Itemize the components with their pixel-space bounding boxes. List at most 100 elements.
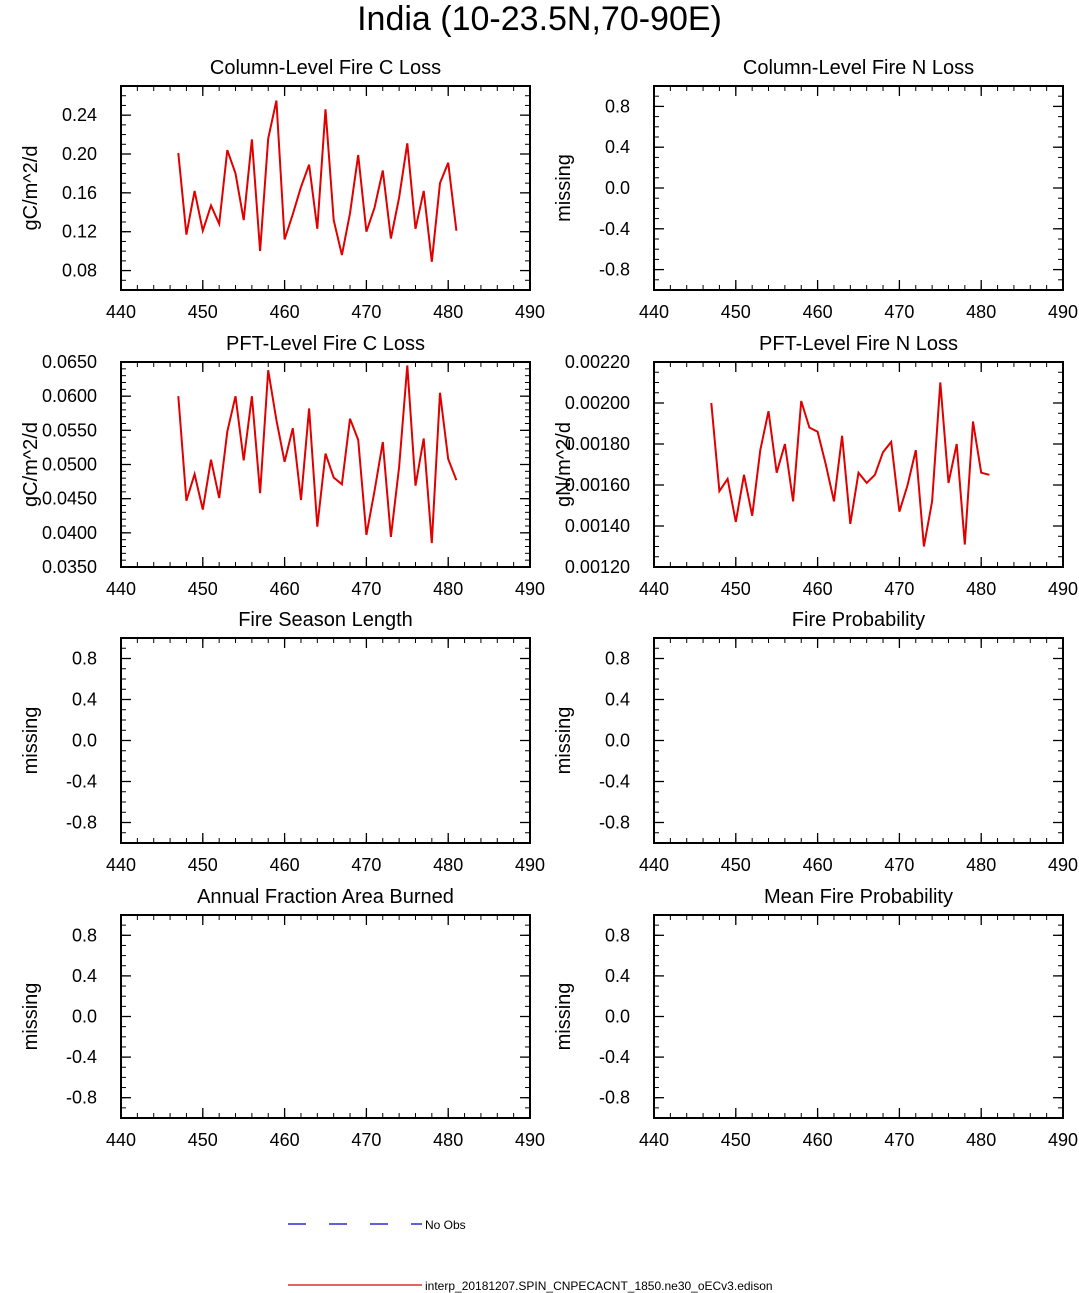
panel-annual-fraction-area-burned-x-tick-label: 440	[106, 1130, 136, 1150]
panel-pft-level-fire-c-loss-y-tick-label: 0.0550	[42, 420, 97, 440]
panel-pft-level-fire-n-loss-y-tick-label: 0.00180	[565, 434, 630, 454]
panel-mean-fire-probability-x-tick-label: 480	[966, 1130, 996, 1150]
panel-column-level-fire-c-loss-x-tick-label: 470	[351, 302, 381, 322]
panel-annual-fraction-area-burned-y-tick-label: 0.8	[72, 925, 97, 945]
panel-pft-level-fire-n-loss: 440 450 460 470 480 490 0.00120 0.00140 0.00160 0…	[553, 333, 1078, 599]
panel-pft-level-fire-n-loss-x-tick-label: 450	[721, 579, 751, 599]
panel-annual-fraction-area-burned-y-tick-label: 0.4	[72, 966, 97, 986]
panel-pft-level-fire-c-loss-x-tick-label: 440	[106, 579, 136, 599]
panel-column-level-fire-n-loss-frame	[653, 85, 1064, 291]
panel-fire-probability-y-tick-label: -0.8	[599, 813, 630, 833]
panel-fire-probability-x-tick-label: 470	[884, 855, 914, 875]
panel-fire-season-length-y-tick-label: 0.0	[72, 731, 97, 751]
panel-pft-level-fire-c-loss-y-tick-label: 0.0650	[42, 352, 97, 372]
panel-fire-probability-y-tick-label: 0.0	[605, 731, 630, 751]
panel-pft-level-fire-n-loss-frame	[653, 361, 1064, 568]
panel-mean-fire-probability-x-tick-label: 470	[884, 1130, 914, 1150]
panel-pft-level-fire-c-loss-y-tick-label: 0.0350	[42, 557, 97, 577]
panel-column-level-fire-c-loss-x-tick-label: 460	[270, 302, 300, 322]
panel-column-level-fire-c-loss-y-tick-label: 0.16	[62, 183, 97, 203]
panel-fire-probability-x-tick-label: 460	[803, 855, 833, 875]
panel-fire-probability-x-tick-label: 490	[1048, 855, 1078, 875]
panel-column-level-fire-c-loss-ylabel: gC/m^2/d	[20, 146, 42, 231]
panel-pft-level-fire-n-loss-y-tick-label: 0.00120	[565, 557, 630, 577]
panel-fire-probability-title: Fire Probability	[792, 609, 925, 631]
panel-fire-season-length-y-tick-label: -0.8	[66, 813, 97, 833]
panel-annual-fraction-area-burned-x-tick-label: 490	[515, 1130, 545, 1150]
panel-mean-fire-probability-y-tick-label: 0.0	[605, 1007, 630, 1027]
panel-mean-fire-probability-x-tick-label: 490	[1048, 1130, 1078, 1150]
panel-mean-fire-probability-y-tick-label: -0.8	[599, 1088, 630, 1108]
panel-fire-season-length-y-tick-label: -0.4	[66, 772, 97, 792]
panel-column-level-fire-c-loss-frame	[120, 85, 531, 291]
panel-fire-season-length-y-tick-label: 0.4	[72, 690, 97, 710]
panel-pft-level-fire-c-loss-title: PFT-Level Fire C Loss	[226, 333, 425, 355]
panel-fire-probability-y-tick-label: 0.4	[605, 690, 630, 710]
panel-column-level-fire-n-loss-x-tick-label: 470	[884, 302, 914, 322]
panel-column-level-fire-c-loss-x-tick-label: 490	[515, 302, 545, 322]
panel-fire-probability: 440 450 460 470 480 490 -0.8 -0.4 0.0 0.4 0.8 Fire …	[553, 609, 1078, 875]
panel-fire-probability-x-tick-label: 480	[966, 855, 996, 875]
panel-pft-level-fire-c-loss-y-tick-label: 0.0400	[42, 523, 97, 543]
panel-column-level-fire-c-loss-x-tick-label: 440	[106, 302, 136, 322]
panel-mean-fire-probability-x-tick-label: 440	[639, 1130, 669, 1150]
panel-pft-level-fire-n-loss-x-tick-label: 490	[1048, 579, 1078, 599]
panel-pft-level-fire-c-loss-x-tick-label: 480	[433, 579, 463, 599]
panel-column-level-fire-n-loss-title: Column-Level Fire N Loss	[743, 57, 974, 79]
panel-mean-fire-probability-frame	[653, 914, 1064, 1119]
figure-title: India (10-23.5N,70-90E)	[357, 0, 722, 38]
panel-column-level-fire-n-loss-y-tick-label: 0.0	[605, 178, 630, 198]
panel-column-level-fire-n-loss-x-tick-label: 460	[803, 302, 833, 322]
panel-mean-fire-probability-x-tick-label: 450	[721, 1130, 751, 1150]
panel-annual-fraction-area-burned-x-tick-label: 470	[351, 1130, 381, 1150]
panel-pft-level-fire-c-loss-y-tick-label: 0.0450	[42, 489, 97, 509]
panel-fire-season-length-x-tick-label: 490	[515, 855, 545, 875]
panel-fire-probability-x-tick-label: 450	[721, 855, 751, 875]
panel-pft-level-fire-c-loss-x-tick-label: 470	[351, 579, 381, 599]
panel-pft-level-fire-c-loss-x-tick-label: 450	[188, 579, 218, 599]
panel-mean-fire-probability-y-tick-label: 0.8	[605, 925, 630, 945]
panel-annual-fraction-area-burned-y-tick-label: -0.8	[66, 1088, 97, 1108]
panel-pft-level-fire-n-loss-y-tick-label: 0.00160	[565, 475, 630, 495]
panel-column-level-fire-n-loss-x-tick-label: 480	[966, 302, 996, 322]
panel-annual-fraction-area-burned-frame	[120, 914, 531, 1119]
panel-pft-level-fire-c-loss: 440 450 460 470 480 490 0.0350 0.0400 0.0450 0.05…	[20, 333, 545, 599]
panel-fire-season-length-frame	[120, 637, 531, 844]
panel-pft-level-fire-n-loss-x-tick-label: 480	[966, 579, 996, 599]
panel-column-level-fire-n-loss-y-tick-label: 0.4	[605, 137, 630, 157]
panel-fire-probability-frame	[653, 637, 1064, 844]
panel-pft-level-fire-n-loss-x-tick-label: 440	[639, 579, 669, 599]
panel-column-level-fire-c-loss-x-tick-label: 450	[188, 302, 218, 322]
panel-pft-level-fire-c-loss-ylabel: gC/m^2/d	[20, 422, 42, 507]
panel-column-level-fire-c-loss: 440 450 460 470 480 490 0.08 0.12 0.16 0.20 0.24 Co…	[20, 57, 545, 322]
panel-mean-fire-probability-y-tick-label: 0.4	[605, 966, 630, 986]
panel-pft-level-fire-n-loss-series-line-0	[710, 382, 990, 547]
panel-fire-season-length-x-tick-label: 470	[351, 855, 381, 875]
panel-pft-level-fire-n-loss-y-tick-label: 0.00220	[565, 352, 630, 372]
panel-mean-fire-probability-title: Mean Fire Probability	[764, 886, 953, 908]
panel-pft-level-fire-c-loss-series-line-0	[177, 365, 458, 544]
panel-annual-fraction-area-burned: 440 450 460 470 480 490 -0.8 -0.4 0.0 0.4 0.8 Annua…	[20, 886, 545, 1150]
panel-pft-level-fire-n-loss-y-tick-label: 0.00200	[565, 393, 630, 413]
legend-model-label: interp_20181207.SPIN_CNPECACNT_1850.ne30…	[425, 1279, 773, 1293]
panel-pft-level-fire-c-loss-frame	[120, 361, 531, 568]
panel-pft-level-fire-n-loss-y-tick-label: 0.00140	[565, 516, 630, 536]
panel-column-level-fire-c-loss-x-tick-label: 480	[433, 302, 463, 322]
panel-column-level-fire-c-loss-y-tick-label: 0.24	[62, 105, 97, 125]
panel-fire-season-length-y-tick-label: 0.8	[72, 649, 97, 669]
panel-annual-fraction-area-burned-title: Annual Fraction Area Burned	[197, 886, 454, 908]
panel-annual-fraction-area-burned-y-tick-label: -0.4	[66, 1047, 97, 1067]
panel-column-level-fire-c-loss-y-tick-label: 0.12	[62, 222, 97, 242]
panel-annual-fraction-area-burned-x-tick-label: 480	[433, 1130, 463, 1150]
panel-fire-probability-y-tick-label: 0.8	[605, 649, 630, 669]
panel-annual-fraction-area-burned-y-tick-label: 0.0	[72, 1007, 97, 1027]
panel-pft-level-fire-n-loss-x-tick-label: 470	[884, 579, 914, 599]
panel-column-level-fire-c-loss-series-line-0	[177, 100, 458, 262]
panel-column-level-fire-c-loss-title: Column-Level Fire C Loss	[210, 57, 441, 79]
panel-column-level-fire-n-loss-ylabel: missing	[553, 154, 575, 222]
panel-fire-season-length: 440 450 460 470 480 490 -0.8 -0.4 0.0 0.4 0.8 Fire …	[20, 609, 545, 875]
panel-fire-probability-ylabel: missing	[553, 707, 575, 775]
panel-fire-season-length-x-tick-label: 480	[433, 855, 463, 875]
legend-model-line	[288, 1284, 422, 1286]
